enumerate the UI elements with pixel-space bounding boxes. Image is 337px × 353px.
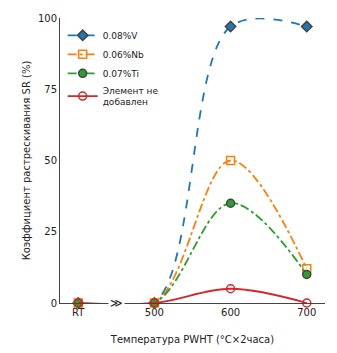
svg-text:600: 600 (221, 307, 240, 318)
svg-text:Элемент недобавлен: Элемент недобавлен (103, 86, 159, 108)
svg-text:0.07%Ti: 0.07%Ti (103, 69, 139, 79)
svg-text:500: 500 (145, 307, 164, 318)
svg-text:Температура PWHT (°C×2часа): Температура PWHT (°C×2часа) (110, 334, 274, 345)
svg-text:≫: ≫ (110, 296, 123, 310)
svg-text:0: 0 (51, 298, 57, 309)
svg-text:700: 700 (297, 307, 316, 318)
svg-text:50: 50 (44, 155, 57, 166)
svg-text:0.06%Nb: 0.06%Nb (103, 50, 144, 60)
svg-text:RT: RT (72, 307, 85, 318)
svg-text:Коэффициент растрескивания SR: Коэффициент растрескивания SR (%) (21, 61, 32, 261)
svg-text:0.08%V: 0.08%V (103, 31, 139, 41)
svg-text:75: 75 (44, 84, 57, 95)
svg-text:25: 25 (44, 226, 57, 237)
svg-text:100: 100 (38, 13, 57, 24)
